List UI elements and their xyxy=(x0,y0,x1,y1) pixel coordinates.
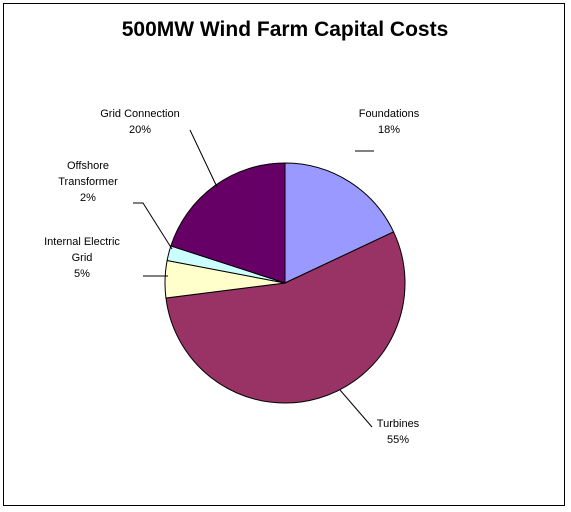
slice-category-label: Internal Electric xyxy=(44,236,120,248)
slice-category-label: Grid xyxy=(72,252,93,264)
slice-category-label: Foundations xyxy=(359,108,420,120)
slice-percent-label: 5% xyxy=(74,268,90,280)
slice-percent-label: 55% xyxy=(387,434,409,446)
chart-title: 500MW Wind Farm Capital Costs xyxy=(122,18,449,41)
leader-line xyxy=(133,202,173,250)
pie-slice-foundations xyxy=(284,162,395,284)
slice-category-label: Turbines xyxy=(377,418,420,430)
slice-percent-label: 2% xyxy=(80,192,96,204)
leader-line xyxy=(189,129,218,188)
slice-percent-label: 20% xyxy=(129,124,151,136)
slice-category-label: Offshore xyxy=(67,160,109,172)
leader-line xyxy=(339,389,373,428)
slice-category-label: Grid Connection xyxy=(100,108,180,120)
slice-percent-label: 18% xyxy=(378,124,400,136)
pie-slice-grid-connection xyxy=(170,162,286,284)
pie-slice-turbines xyxy=(165,231,406,404)
slice-category-label: Transformer xyxy=(58,176,118,188)
